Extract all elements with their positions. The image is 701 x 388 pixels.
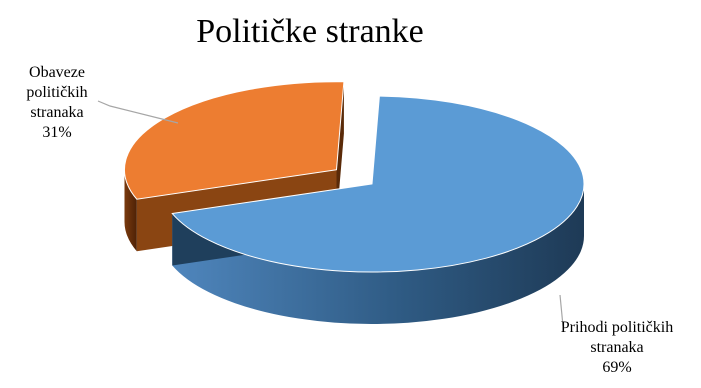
- label-line: političkih: [26, 84, 88, 101]
- slice-obaveze: [124, 81, 345, 200]
- label-percent: 69%: [602, 359, 632, 376]
- data-label-prihodi: Prihodi političkih stranaka 69%: [544, 318, 690, 378]
- chart-title: Političke stranke: [196, 13, 424, 50]
- label-line: stranaka: [590, 339, 644, 356]
- data-label-obaveze: Obaveze političkih stranaka 31%: [2, 63, 112, 143]
- label-line: Obaveze: [29, 64, 85, 81]
- label-line: Prihodi političkih: [560, 319, 674, 336]
- slice-prihodi: [171, 95, 585, 273]
- label-percent: 31%: [42, 124, 72, 141]
- slice-wall-obaveze: [124, 169, 137, 252]
- slice-wall-prihodi: [172, 184, 584, 325]
- leader-line-prihodi: [559, 294, 564, 327]
- leader-line-obaveze: [97, 100, 179, 124]
- slice-side-obaveze: [336, 81, 344, 222]
- label-line: stranaka: [30, 104, 84, 121]
